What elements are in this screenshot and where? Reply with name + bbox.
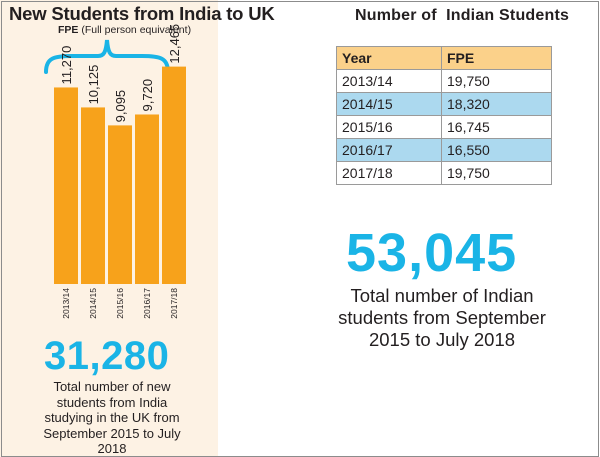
- table-header-row: Year FPE: [336, 46, 552, 70]
- x-tick-label: 2016/17: [142, 288, 152, 319]
- table-row: 2016/17 16,550: [336, 138, 552, 162]
- bar-value-label: 9,720: [140, 79, 155, 112]
- left-panel: New Students from India to UK FPE (Full …: [0, 0, 275, 457]
- fpe-note: FPE (Full person equivalent): [58, 24, 191, 36]
- fpe-cell: 16,550: [441, 138, 552, 162]
- table-row: 2014/15 18,320: [336, 92, 552, 116]
- year-cell: 2017/18: [336, 161, 442, 185]
- x-tick-label: 2013/14: [61, 288, 71, 319]
- total-indian-students-caption: Total number of Indian students from Sep…: [338, 285, 546, 350]
- total-new-students-caption: Total number of new students from India …: [43, 379, 181, 456]
- bar-value-label: 9,095: [113, 90, 128, 123]
- total-indian-students: 53,045: [346, 223, 518, 283]
- fpe-description: (Full person equivalent): [78, 24, 192, 36]
- chart-title: New Students from India to UK: [9, 3, 275, 24]
- bar-2015-16: [108, 125, 132, 284]
- fpe-cell: 19,750: [441, 161, 552, 185]
- x-tick-label: 2015/16: [115, 288, 125, 319]
- bar-value-label: 12,465: [167, 24, 182, 64]
- fpe-table: Year FPE 2013/14 19,750 2014/15 18,320 2…: [336, 46, 552, 185]
- bar-value-label: 10,125: [86, 65, 101, 105]
- bar-2013-14: [54, 87, 78, 284]
- x-tick-label: 2014/15: [88, 288, 98, 319]
- table-row: 2015/16 16,745: [336, 115, 552, 139]
- x-tick-label: 2017/18: [169, 288, 179, 319]
- bar-2016-17: [135, 114, 159, 284]
- table-row: 2017/18 19,750: [336, 161, 552, 185]
- fpe-cell: 16,745: [441, 115, 552, 139]
- bar-2017-18: [162, 66, 186, 284]
- column-header-year: Year: [336, 46, 442, 70]
- fpe-cell: 19,750: [441, 69, 552, 93]
- curly-brace-icon: [44, 39, 170, 74]
- column-header-fpe: FPE: [441, 46, 552, 70]
- bar-chart: 11,270 2013/14 10,125 2014/15 9,095 2015/16 9,…: [54, 24, 186, 319]
- bar-2014-15: [81, 107, 105, 284]
- bar-value-label: 11,270: [59, 46, 74, 85]
- fpe-label: FPE: [58, 24, 79, 36]
- year-cell: 2014/15: [336, 92, 442, 116]
- fpe-cell: 18,320: [441, 92, 552, 116]
- year-cell: 2016/17: [336, 138, 442, 162]
- total-new-students: 31,280: [44, 334, 170, 378]
- table-title: Number of Indian Students: [355, 7, 570, 24]
